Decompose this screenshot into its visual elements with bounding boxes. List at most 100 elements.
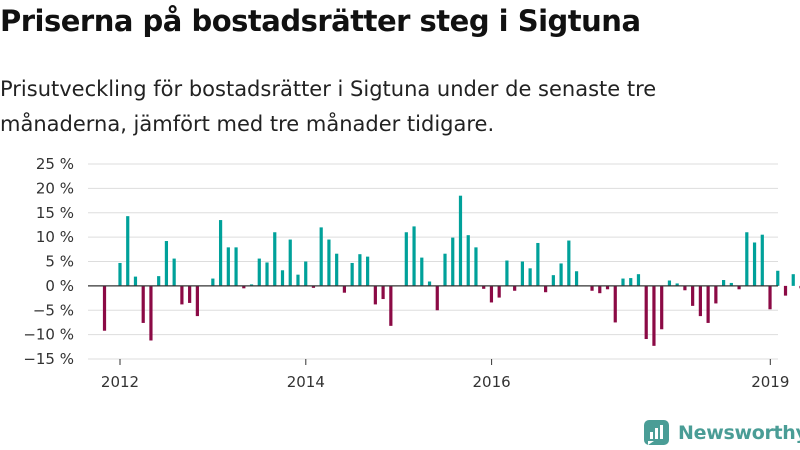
bar bbox=[249, 284, 254, 286]
bar bbox=[126, 216, 130, 286]
bar bbox=[706, 285, 710, 323]
bar bbox=[675, 283, 679, 286]
bar bbox=[737, 285, 741, 290]
bar bbox=[273, 232, 277, 286]
y-tick-label: −15 % bbox=[23, 350, 74, 368]
bar bbox=[242, 285, 246, 289]
bar bbox=[296, 274, 300, 286]
bar bbox=[319, 227, 323, 286]
bar bbox=[474, 247, 478, 286]
bar bbox=[791, 274, 795, 286]
bar bbox=[211, 278, 215, 286]
bar bbox=[776, 270, 780, 286]
bar bbox=[590, 285, 594, 291]
bar bbox=[257, 258, 261, 286]
x-axis-ticks: 2012201420162019202120232025 bbox=[101, 359, 789, 391]
bar bbox=[729, 282, 733, 286]
x-tick-label: 2019 bbox=[751, 373, 789, 391]
bar bbox=[311, 285, 316, 288]
bar bbox=[497, 285, 501, 298]
bar bbox=[683, 285, 687, 291]
bar bbox=[164, 241, 169, 286]
bar bbox=[118, 262, 122, 286]
bar bbox=[420, 257, 424, 286]
bar bbox=[768, 285, 772, 310]
bar bbox=[373, 285, 377, 305]
bar bbox=[149, 285, 153, 341]
x-tick-label: 2014 bbox=[287, 373, 325, 391]
chart-subtitle: Prisutveckling för bostadsrätter i Sigtu… bbox=[0, 77, 657, 136]
y-tick-label: 10 % bbox=[36, 228, 74, 246]
bar bbox=[443, 253, 447, 286]
bar bbox=[714, 285, 718, 304]
bar bbox=[226, 247, 230, 286]
bar bbox=[752, 242, 757, 286]
bar bbox=[172, 258, 176, 286]
bar bbox=[489, 285, 494, 303]
bar bbox=[180, 285, 184, 305]
y-tick-label: 0 % bbox=[45, 277, 74, 295]
bar bbox=[466, 235, 470, 286]
y-tick-label: 20 % bbox=[36, 179, 74, 197]
bar bbox=[760, 234, 764, 286]
bar bbox=[520, 261, 524, 286]
y-tick-label: 25 % bbox=[36, 155, 74, 173]
bar bbox=[559, 263, 563, 286]
y-tick-label: 5 % bbox=[45, 253, 74, 271]
bars bbox=[102, 195, 800, 346]
bar bbox=[366, 256, 370, 286]
bar bbox=[435, 285, 439, 311]
y-tick-label: 15 % bbox=[36, 204, 74, 222]
bar bbox=[218, 220, 223, 286]
bar bbox=[234, 247, 238, 286]
bar bbox=[629, 278, 633, 286]
x-tick-label: 2012 bbox=[101, 373, 139, 391]
bar bbox=[544, 285, 548, 293]
bar-chart: 25 % 20 % 15 % 10 % 5 % 0 % −5 % −10 % −15 % 201… bbox=[23, 155, 800, 391]
bar bbox=[691, 285, 695, 306]
bar bbox=[335, 253, 339, 286]
bar bbox=[482, 285, 486, 289]
bar bbox=[698, 285, 702, 317]
bar bbox=[342, 285, 347, 293]
x-tick-label: 2016 bbox=[473, 373, 511, 391]
bar bbox=[188, 285, 192, 303]
bar bbox=[304, 261, 308, 286]
bar bbox=[528, 268, 532, 286]
bar bbox=[102, 285, 107, 331]
bar bbox=[280, 270, 285, 286]
bar bbox=[536, 242, 540, 286]
newsworthy-logo-text: Newsworthy bbox=[678, 421, 800, 444]
bar bbox=[574, 271, 579, 286]
bar bbox=[404, 232, 408, 286]
bar bbox=[327, 239, 331, 286]
bar bbox=[458, 195, 463, 286]
bar bbox=[551, 275, 555, 286]
bar bbox=[598, 285, 602, 294]
bar bbox=[513, 285, 517, 291]
bar bbox=[644, 285, 648, 340]
bar bbox=[133, 276, 138, 286]
bar bbox=[505, 260, 509, 286]
bar bbox=[195, 285, 199, 317]
bar bbox=[613, 285, 617, 323]
bar bbox=[745, 232, 749, 286]
chart-title: Priserna på bostadsrätter steg i Sigtuna bbox=[0, 4, 641, 38]
bar bbox=[265, 262, 269, 286]
bar bbox=[288, 239, 292, 286]
bar bbox=[141, 285, 145, 323]
bar bbox=[667, 280, 672, 286]
grid-lines bbox=[88, 163, 778, 360]
bar bbox=[652, 285, 656, 346]
bar bbox=[783, 285, 788, 296]
y-axis-ticks: 25 % 20 % 15 % 10 % 5 % 0 % −5 % −10 % −15 % bbox=[23, 155, 74, 368]
bar bbox=[636, 274, 641, 286]
bar bbox=[358, 254, 362, 286]
bar bbox=[389, 285, 393, 326]
bar bbox=[350, 262, 354, 286]
y-tick-label: −5 % bbox=[33, 301, 74, 319]
bar bbox=[605, 285, 610, 290]
bar bbox=[660, 285, 664, 330]
bar bbox=[381, 285, 385, 300]
bar bbox=[157, 276, 161, 286]
